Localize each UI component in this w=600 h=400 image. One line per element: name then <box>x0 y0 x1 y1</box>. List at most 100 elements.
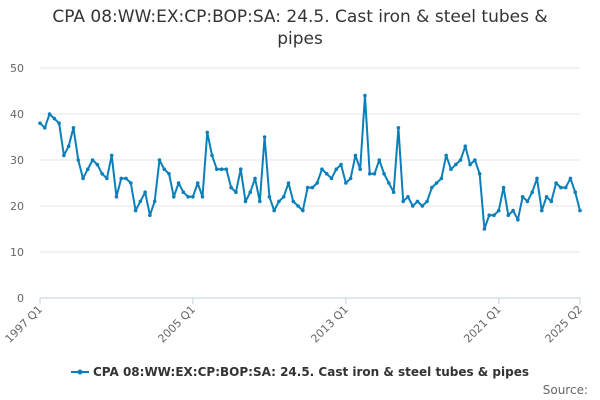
data-point <box>439 176 444 181</box>
data-point <box>234 190 238 194</box>
data-point <box>57 121 61 125</box>
source-label: Source: <box>542 383 588 397</box>
data-point <box>152 199 157 204</box>
y-tick-label: 10 <box>10 246 24 259</box>
data-point <box>95 162 100 167</box>
data-point <box>277 199 281 204</box>
data-point <box>353 153 358 158</box>
data-point <box>334 167 339 171</box>
data-point <box>310 185 315 190</box>
data-point <box>401 199 405 204</box>
data-point <box>301 208 305 213</box>
data-point <box>186 195 190 199</box>
data-point <box>181 190 186 194</box>
data-point <box>38 121 42 125</box>
y-tick-label: 30 <box>10 154 24 167</box>
data-point <box>539 208 544 213</box>
data-point <box>477 172 482 176</box>
data-point <box>496 208 501 213</box>
data-point <box>238 167 243 171</box>
data-point <box>81 176 85 181</box>
data-point <box>291 199 296 204</box>
data-point <box>492 213 496 217</box>
data-point <box>114 195 119 199</box>
data-point <box>253 176 257 181</box>
series-layer <box>38 93 582 231</box>
data-point <box>420 204 425 208</box>
data-point <box>344 181 348 185</box>
data-point <box>320 167 324 171</box>
data-point <box>568 176 573 181</box>
data-point <box>47 112 52 116</box>
data-point <box>554 181 558 185</box>
data-point <box>563 185 568 190</box>
x-tick-label: 1997 Q1 <box>3 303 46 346</box>
data-point <box>506 213 511 217</box>
data-point <box>267 195 272 199</box>
x-tick-label: 2005 Q1 <box>156 303 199 346</box>
data-point <box>109 153 114 158</box>
x-tick-labels: 1997 Q1 2005 Q1 2013 Q1 2021 Q1 2025 Q2 <box>3 303 586 346</box>
data-point <box>406 195 410 199</box>
data-point <box>176 181 181 185</box>
legend[interactable]: CPA 08:WW:EX:CP:BOP:SA: 24.5. Cast iron … <box>0 365 600 379</box>
data-point <box>76 158 81 162</box>
data-point <box>530 190 535 194</box>
data-point <box>473 158 477 162</box>
data-point <box>124 176 128 181</box>
data-point <box>396 126 401 130</box>
data-point <box>71 126 76 130</box>
data-point <box>544 195 549 199</box>
data-point <box>52 116 57 121</box>
y-tick-labels: 0 10 20 30 40 50 <box>10 62 24 305</box>
data-point <box>62 153 66 158</box>
data-point <box>525 199 530 204</box>
data-point <box>191 195 195 199</box>
data-point <box>578 208 582 213</box>
data-point <box>224 167 229 171</box>
data-point <box>272 208 276 213</box>
data-point <box>329 176 334 181</box>
data-point <box>258 199 262 204</box>
data-point <box>387 181 391 185</box>
data-point <box>162 167 167 171</box>
legend-label: CPA 08:WW:EX:CP:BOP:SA: 24.5. Cast iron … <box>92 365 530 379</box>
data-point <box>367 172 372 176</box>
data-point <box>573 190 578 194</box>
data-point <box>305 185 310 190</box>
data-point <box>133 208 138 213</box>
data-point <box>520 195 525 199</box>
data-point <box>215 167 219 171</box>
data-point <box>90 158 95 162</box>
chart-title: CPA 08:WW:EX:CP:BOP:SA: 24.5. Cast iron … <box>52 7 548 49</box>
data-point <box>339 162 343 167</box>
data-point <box>482 227 487 231</box>
data-point <box>210 153 214 158</box>
data-point <box>138 199 143 204</box>
data-point <box>458 158 463 162</box>
data-point <box>105 176 109 181</box>
data-point <box>415 199 420 204</box>
data-point <box>468 162 472 167</box>
data-point <box>434 181 439 185</box>
data-point <box>348 176 353 181</box>
data-point <box>229 185 233 190</box>
data-point <box>444 153 448 158</box>
data-point <box>248 190 253 194</box>
data-point <box>315 181 319 185</box>
data-point <box>549 199 554 204</box>
data-point <box>430 185 434 190</box>
data-point <box>66 144 71 148</box>
data-point <box>382 172 386 176</box>
data-point <box>281 195 286 199</box>
data-point <box>85 167 90 171</box>
data-point <box>167 172 171 176</box>
x-tick-label: 2021 Q1 <box>461 303 504 346</box>
data-point <box>100 172 104 176</box>
data-point <box>119 176 124 181</box>
data-point <box>200 195 205 199</box>
data-point <box>129 181 133 185</box>
data-point <box>410 204 415 208</box>
data-point <box>501 185 506 190</box>
